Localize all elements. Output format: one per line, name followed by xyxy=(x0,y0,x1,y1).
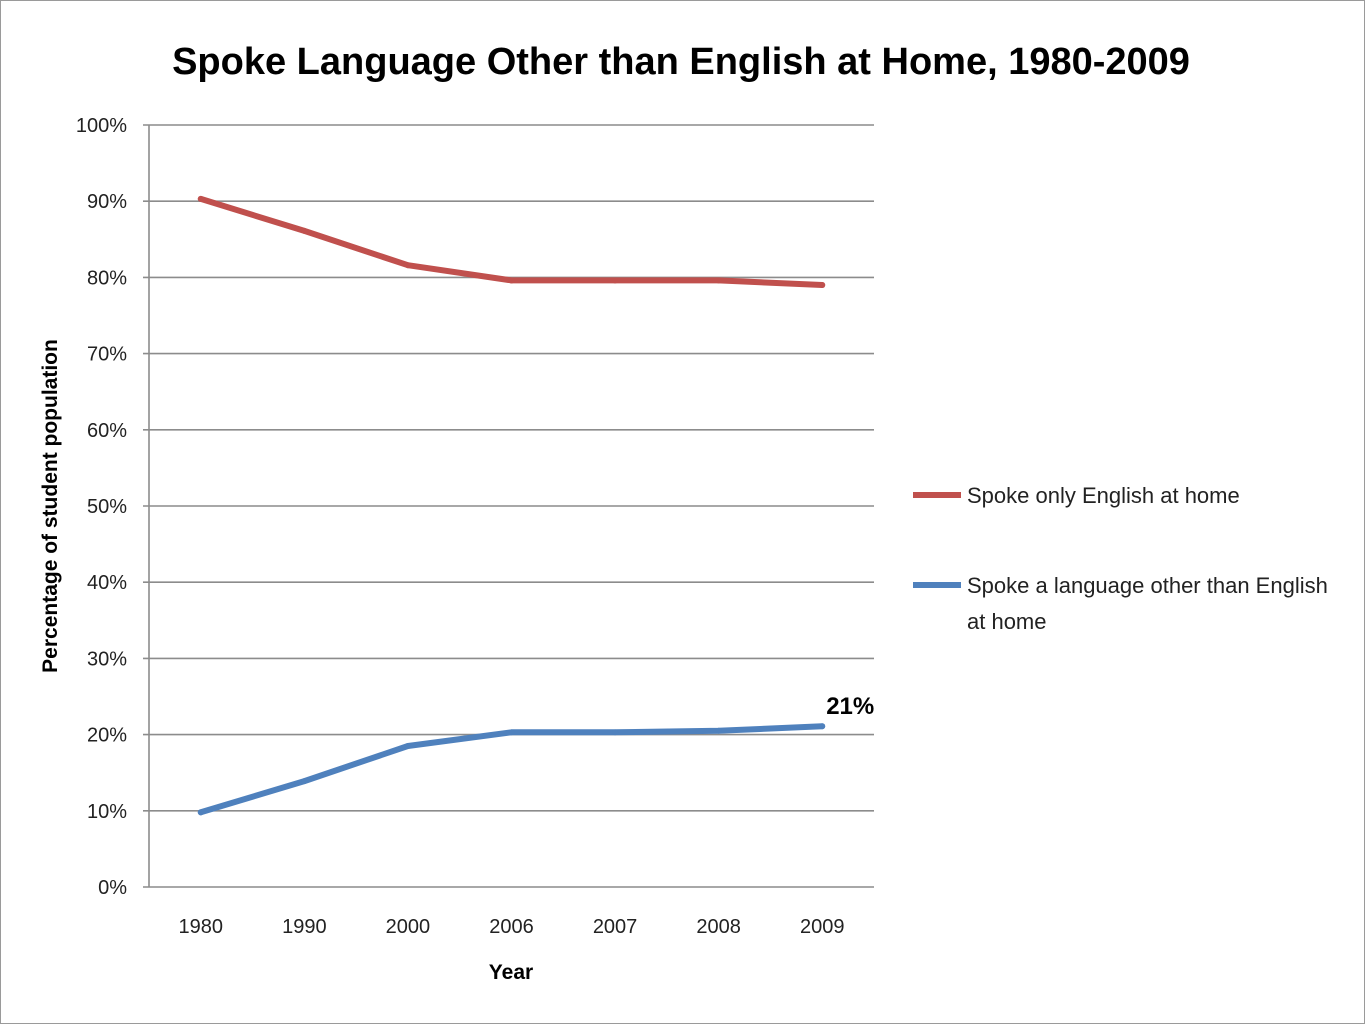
data-point xyxy=(612,277,619,284)
x-tick-label: 2000 xyxy=(386,916,431,938)
data-point xyxy=(404,743,411,750)
y-tick-label: 40% xyxy=(87,572,127,594)
y-tick-label: 50% xyxy=(87,496,127,518)
data-point xyxy=(819,723,826,730)
data-point xyxy=(301,227,308,234)
data-labels: 21% xyxy=(826,693,874,720)
x-tick-label: 1990 xyxy=(282,916,327,938)
series-line-0 xyxy=(197,195,826,288)
data-point xyxy=(197,809,204,816)
y-axis-title: Percentage of student population xyxy=(39,339,62,673)
data-point xyxy=(508,277,515,284)
x-axis-title: Year xyxy=(489,961,533,984)
legend-label-0: Spoke only English at home xyxy=(967,483,1240,508)
y-axis-tick-labels: 0% 10% 20% 30% 40% 50% 60% 70% 80% 90% 100% xyxy=(76,115,127,899)
data-point xyxy=(715,727,722,734)
x-tick-label: 2008 xyxy=(696,916,741,938)
x-tick-label: 2006 xyxy=(489,916,534,938)
legend-label-1: Spoke a language other than English at ho… xyxy=(967,573,1328,634)
series-lines xyxy=(197,195,826,816)
x-tick-label: 2009 xyxy=(800,916,845,938)
y-tick-label: 30% xyxy=(87,648,127,670)
data-point xyxy=(612,729,619,736)
y-tick-label: 100% xyxy=(76,115,127,137)
data-point xyxy=(197,195,204,202)
x-tick-label: 1980 xyxy=(179,916,224,938)
y-tick-label: 80% xyxy=(87,267,127,289)
y-tick-label: 70% xyxy=(87,344,127,366)
legend: Spoke only English at home Spoke a langua… xyxy=(913,483,1328,634)
y-tick-label: 0% xyxy=(98,877,127,899)
data-label: 21% xyxy=(826,693,874,720)
x-axis-tick-labels: 1980 1990 2000 2006 2007 2008 2009 xyxy=(179,916,845,938)
y-tick-label: 60% xyxy=(87,420,127,442)
series-line-1 xyxy=(197,723,826,816)
y-tick-label: 10% xyxy=(87,801,127,823)
chart-title: Spoke Language Other than English at Hom… xyxy=(172,41,1190,83)
data-point xyxy=(819,282,826,289)
y-tick-label: 20% xyxy=(87,725,127,747)
data-point xyxy=(715,277,722,284)
data-point xyxy=(508,729,515,736)
data-point xyxy=(404,262,411,269)
x-tick-label: 2007 xyxy=(593,916,638,938)
gridlines xyxy=(143,124,874,888)
data-point xyxy=(301,778,308,785)
y-tick-label: 90% xyxy=(87,191,127,213)
